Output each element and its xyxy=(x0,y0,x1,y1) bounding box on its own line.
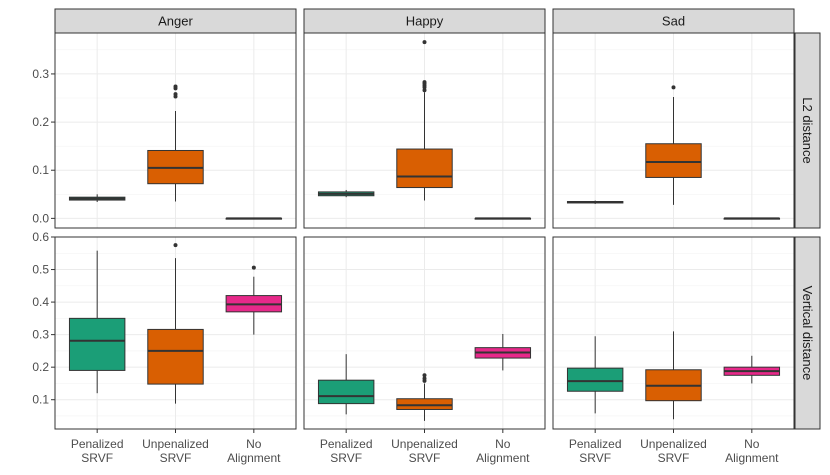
panel-anger-vertical-distance-border xyxy=(54,236,297,430)
y-tick-label: 0.4 xyxy=(32,295,49,309)
box-happy-l2-distance-unpenalized xyxy=(396,148,453,189)
x-tick-label-srvf: SRVF xyxy=(160,451,192,465)
x-tick-label-srvf: SRVF xyxy=(81,451,113,465)
outlier-point-anger-vertical-distance-noalign xyxy=(251,265,256,270)
box-happy-vertical-distance-unpenalized xyxy=(396,398,453,410)
strip-label-happy: Happy xyxy=(406,14,444,29)
outlier-point-sad-l2-distance-unpenalized xyxy=(671,85,676,90)
panel-happy-l2-distance-border xyxy=(303,32,546,229)
x-tick-label-srvf: SRVF xyxy=(409,451,441,465)
x-tick-label-no: No xyxy=(744,437,760,451)
strip-l2-distance-bg xyxy=(794,32,821,229)
strip-label-vertical-distance: Vertical distance xyxy=(800,286,815,381)
y-tick-label: 0.0 xyxy=(32,211,49,225)
strip-happy-bg xyxy=(303,8,546,34)
x-tick-label-alignment: Alignment xyxy=(476,451,530,465)
x-tick-label-unpenalized: Unpenalized xyxy=(391,437,458,451)
x-tick-label-srvf: SRVF xyxy=(658,451,690,465)
panel-happy-vertical-distance-border xyxy=(303,236,546,430)
y-tick-label: 0.1 xyxy=(32,163,49,177)
y-tick-label: 0.3 xyxy=(32,67,49,81)
box-anger-vertical-distance-penalized xyxy=(68,317,126,371)
strip-label-l2-distance: L2 distance xyxy=(800,97,815,164)
outlier-point-happy-l2-distance-unpenalized xyxy=(422,40,427,45)
panel-sad-vertical-distance-border xyxy=(552,236,795,430)
y-tick-label: 0.2 xyxy=(32,115,49,129)
strip-label-sad: Sad xyxy=(662,14,685,29)
x-tick-label-penalized: Penalized xyxy=(320,437,373,451)
y-tick-label: 0.1 xyxy=(32,393,49,407)
strip-anger-bg xyxy=(54,8,297,34)
box-layer xyxy=(54,32,795,430)
x-tick-label-srvf: SRVF xyxy=(579,451,611,465)
y-tick-label: 0.6 xyxy=(32,230,49,244)
y-tick-label: 0.2 xyxy=(32,360,49,374)
x-tick-label-unpenalized: Unpenalized xyxy=(640,437,707,451)
outlier-point-happy-l2-distance-unpenalized xyxy=(422,80,427,85)
axis-layer: 0.00.10.20.3PenalizedSRVFUnpenalizedSRVF… xyxy=(32,67,779,465)
x-tick-label-no: No xyxy=(246,437,262,451)
panel-sad-l2-distance-border xyxy=(552,32,795,229)
strip-sad-bg xyxy=(552,8,795,34)
outlier-point-anger-l2-distance-unpenalized xyxy=(173,84,178,89)
panel-anger-l2-distance-border xyxy=(54,32,297,229)
x-tick-label-penalized: Penalized xyxy=(71,437,124,451)
x-tick-label-no: No xyxy=(495,437,511,451)
outlier-point-anger-vertical-distance-unpenalized xyxy=(173,243,178,248)
box-sad-vertical-distance-penalized xyxy=(566,367,624,392)
strip-layer: Anger Happy Sad L2 distance Vertical distanc… xyxy=(54,8,821,430)
x-tick-label-penalized: Penalized xyxy=(569,437,622,451)
y-tick-label: 0.3 xyxy=(32,328,49,342)
outlier-point-happy-vertical-distance-unpenalized xyxy=(422,376,427,381)
outlier-point-anger-l2-distance-unpenalized xyxy=(173,92,178,97)
y-tick-label: 0.5 xyxy=(32,263,49,277)
x-tick-label-unpenalized: Unpenalized xyxy=(142,437,209,451)
strip-label-anger: Anger xyxy=(158,14,193,29)
grid-layer xyxy=(55,33,794,429)
outlier-point-happy-vertical-distance-unpenalized xyxy=(422,373,427,378)
x-tick-label-alignment: Alignment xyxy=(725,451,779,465)
x-tick-label-alignment: Alignment xyxy=(227,451,281,465)
outlier-point-happy-l2-distance-unpenalized xyxy=(422,88,427,93)
box-happy-vertical-distance-penalized xyxy=(317,379,375,405)
box-anger-vertical-distance-unpenalized xyxy=(147,328,204,385)
strip-vertical-distance-bg xyxy=(794,236,821,430)
box-sad-l2-distance-unpenalized xyxy=(645,143,702,178)
x-tick-label-srvf: SRVF xyxy=(330,451,362,465)
